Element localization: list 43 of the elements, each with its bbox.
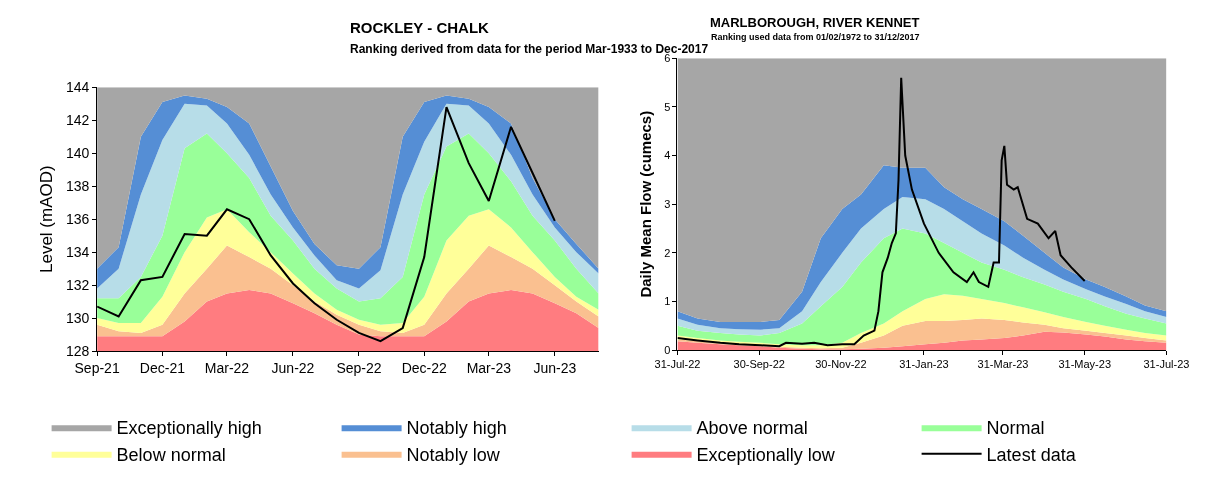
x-tick-label: Jun-22	[271, 359, 315, 376]
x-tick-label: 31-Jan-23	[899, 358, 949, 371]
x-tick-label: Dec-22	[401, 359, 448, 376]
x-tick-label: Dec-21	[139, 359, 186, 376]
y-tick-label: 144	[65, 79, 90, 96]
chart-subtitle: Ranking used data from 01/02/1972 to 31/12/2017	[711, 32, 920, 42]
y-tick-label: 128	[65, 342, 90, 359]
x-tick-label: 31-Mar-23	[977, 358, 1029, 371]
x-tick-label: Mar-22	[204, 359, 250, 376]
y-tick-label: 134	[65, 244, 90, 261]
x-tick-label: Sep-21	[74, 359, 120, 376]
x-tick-label: Jun-23	[533, 359, 577, 376]
y-axis-title: Level (mAOD)	[37, 165, 57, 274]
y-tick-label: 4	[664, 149, 671, 162]
chart-title: MARLBOROUGH, RIVER KENNET	[710, 15, 920, 30]
y-tick-label: 138	[65, 178, 90, 195]
y-tick-label: 130	[65, 310, 90, 327]
legend-label: Notably low	[406, 444, 501, 465]
legend-label: Above normal	[696, 418, 808, 439]
x-tick-label: 30-Sep-22	[733, 358, 785, 371]
legend-label: Exceptionally high	[116, 418, 262, 439]
y-tick-label: 2	[664, 246, 671, 259]
legend-label: Below normal	[116, 444, 226, 465]
x-tick-label: Mar-23	[466, 359, 512, 376]
x-tick-label: Sep-22	[336, 359, 382, 376]
y-tick-label: 142	[65, 112, 90, 129]
y-tick-label: 132	[65, 277, 90, 294]
legend-label: Normal	[986, 418, 1045, 439]
x-tick-label: 31-May-23	[1058, 358, 1112, 371]
x-tick-label: 30-Nov-22	[815, 358, 867, 371]
y-tick-label: 1	[664, 295, 671, 308]
legend-label: Latest data	[986, 444, 1077, 465]
y-tick-label: 0	[664, 343, 671, 356]
y-axis-title: Daily Mean Flow (cumecs)	[637, 110, 655, 298]
y-tick-label: 140	[65, 145, 90, 162]
x-tick-label: 31-Jul-22	[654, 358, 701, 371]
legend-label: Notably high	[406, 418, 507, 439]
y-tick-label: 5	[664, 100, 671, 113]
y-tick-label: 3	[664, 198, 671, 211]
chart-title: ROCKLEY - CHALK	[350, 19, 490, 36]
legend-label: Exceptionally low	[696, 444, 836, 465]
y-tick-label: 136	[65, 211, 90, 228]
x-tick-label: 31-Jul-23	[1143, 358, 1190, 371]
